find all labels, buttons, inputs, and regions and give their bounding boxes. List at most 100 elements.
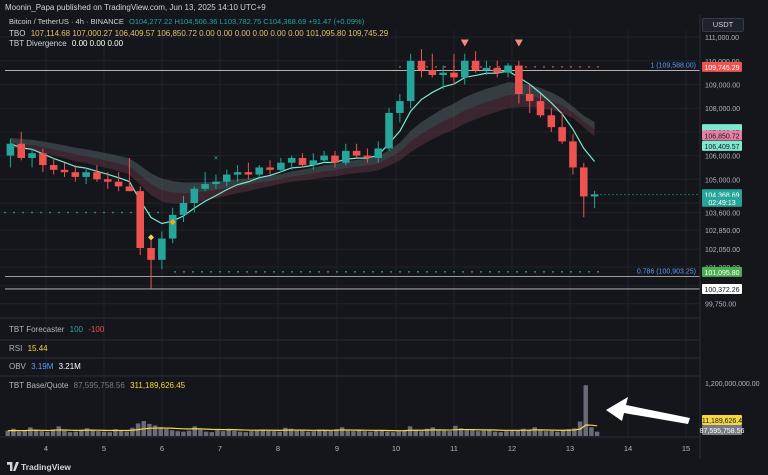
tbo-legend[interactable]: TBO 107,114.68 107,000.27 106,409.57 106… (9, 29, 388, 39)
volume-bar (294, 430, 299, 436)
support-dot (399, 270, 401, 273)
candle (6, 139, 15, 168)
volume-bar (470, 430, 475, 436)
volume-bar (186, 430, 192, 436)
volume-bar (226, 428, 231, 436)
price-pill (702, 140, 742, 151)
candle (93, 165, 101, 182)
sell-signal-icon (460, 39, 469, 47)
support-dot (480, 270, 482, 273)
price-pill (702, 189, 742, 200)
volume-pill-label: 311,189,626.45 (698, 418, 746, 425)
time-tick-label: 13 (566, 444, 574, 453)
volume-bar (487, 429, 492, 436)
support-dot (534, 270, 536, 273)
price-labels: 109,745.29107,114.68107,000.27106,850.72… (600, 61, 742, 294)
brand-text: TradingView (21, 462, 71, 472)
fib-levels: 1 (109,588.00) 0.786 (100,903.25) (5, 63, 700, 290)
support-dot (435, 270, 437, 273)
rsi-legend[interactable]: RSI 15.44 (9, 344, 48, 354)
time-tick-label: 9 (335, 444, 339, 453)
volume-bar (107, 432, 112, 436)
candle (125, 157, 134, 192)
divergence-legend[interactable]: TBT Divergence 0.00 0.00 0.00 (9, 39, 123, 49)
support-dot (192, 270, 194, 273)
candle (277, 157, 285, 173)
volume-bar (538, 430, 543, 436)
resistance-dot (588, 65, 590, 68)
volume-bar (583, 385, 588, 436)
candle (298, 153, 307, 168)
candle (287, 155, 296, 170)
volume-legend[interactable]: TBT Base/Quote 87,595,758.56 311,189,626… (9, 381, 185, 391)
support-dot (543, 270, 545, 273)
price-tick-label: 111,000.00 (705, 35, 739, 42)
symbol-legend[interactable]: Bitcoin / TetherUS · 4h · BINANCE O104,2… (9, 17, 364, 26)
volume-value: 87,595,758.56 (73, 381, 125, 390)
dotted-levels (4, 65, 599, 273)
volume-bar (260, 429, 265, 436)
volume-tick-label: 1,200,000,000.00 (705, 381, 760, 388)
support-dot (516, 270, 518, 273)
candle (525, 84, 534, 113)
resistance-dot (435, 65, 437, 68)
forecaster-legend[interactable]: TBT Forecaster 100 -100 (9, 325, 104, 335)
volume-bar (407, 426, 413, 436)
obv-legend[interactable]: OBV 3.19M 3.21M (9, 362, 81, 372)
resistance-dot (579, 65, 581, 68)
volume-bar (79, 429, 84, 436)
volume-bar (458, 428, 464, 436)
volume-bar (396, 431, 401, 436)
resistance-dot (561, 65, 563, 68)
support-dot (426, 270, 428, 273)
forecaster-label: TBT Forecaster (9, 325, 65, 334)
resistance-dot (552, 65, 554, 68)
support-dot (58, 211, 60, 214)
volume-bar (283, 427, 288, 436)
volume-bar (526, 429, 532, 436)
volume-bar (192, 426, 197, 436)
volume-bar (198, 429, 203, 436)
support-dot (579, 270, 581, 273)
cloud-band (10, 82, 595, 205)
volume-bar (67, 432, 73, 436)
volume-bar (45, 431, 50, 436)
candle (114, 172, 123, 192)
tbo-label: TBO (9, 29, 26, 38)
divergence-label: TBT Divergence (9, 39, 67, 48)
candle (147, 236, 155, 289)
candle (569, 134, 577, 175)
price-tick-label: 109,000.00 (705, 83, 740, 90)
volume-bar (566, 429, 571, 436)
volume-bar (300, 430, 305, 436)
volume-bar (339, 427, 345, 436)
volume-bar (515, 430, 520, 436)
candle (17, 131, 26, 161)
volume-bar (492, 431, 498, 436)
support-dot (318, 270, 320, 273)
candle (39, 148, 47, 173)
currency-button[interactable]: USDT (702, 18, 744, 32)
candles (6, 48, 599, 289)
support-dot (219, 270, 221, 273)
support-dot (112, 211, 114, 214)
candle (406, 53, 415, 109)
candle (266, 160, 274, 175)
forecaster-value-2: -100 (88, 325, 105, 334)
volume-bar (96, 431, 101, 436)
volume-bar (356, 429, 362, 436)
volume-pill-label: 87,595,758.56 (700, 428, 745, 435)
tbo-values: 107,114.68 107,000.27 106,409.57 106,850… (30, 29, 389, 38)
support-dot (67, 211, 69, 214)
volume-bar (464, 429, 469, 436)
support-dot (13, 211, 15, 214)
support-dot (354, 270, 356, 273)
candle (201, 172, 209, 192)
support-dot (237, 270, 239, 273)
support-dot (210, 270, 212, 273)
volume-bar (419, 431, 424, 436)
price-tick-label: 105,000.00 (705, 177, 740, 184)
volume-pill (702, 425, 742, 435)
support-dot (453, 270, 455, 273)
